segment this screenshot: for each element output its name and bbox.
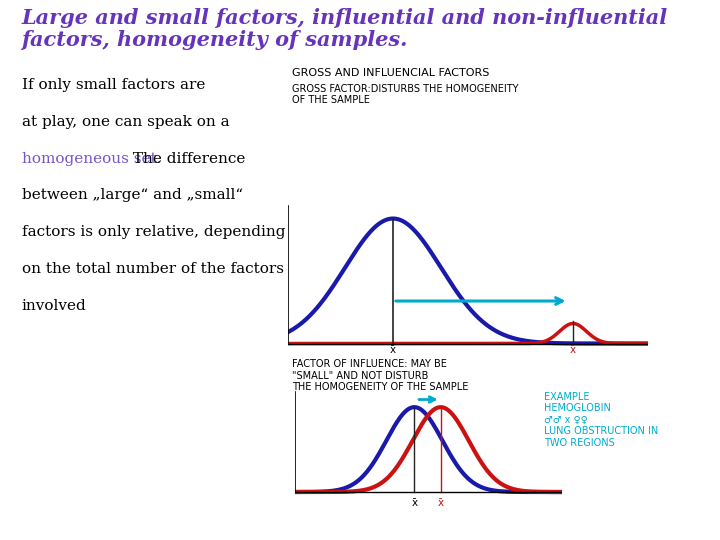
Text: If only small factors are: If only small factors are	[22, 78, 205, 92]
Text: Large and small factors, influential and non-influential: Large and small factors, influential and…	[22, 8, 667, 28]
Text: The difference: The difference	[128, 152, 246, 166]
Text: x̄: x̄	[411, 497, 418, 508]
Text: x̄: x̄	[438, 497, 444, 508]
Text: at play, one can speak on a: at play, one can speak on a	[22, 115, 229, 129]
Text: FACTOR OF INFLUENCE: MAY BE
"SMALL" AND NOT DISTURB
THE HOMOGENEITY OF THE SAMPL: FACTOR OF INFLUENCE: MAY BE "SMALL" AND …	[292, 359, 468, 392]
Text: involved: involved	[22, 299, 86, 313]
Text: between „large“ and „small“: between „large“ and „small“	[22, 188, 243, 202]
Text: EXAMPLE
HEMOGLOBIN
♂♂ x ♀♀
LUNG OBSTRUCTION IN
TWO REGIONS: EXAMPLE HEMOGLOBIN ♂♂ x ♀♀ LUNG OBSTRUCT…	[544, 392, 658, 448]
Text: homogeneous set.: homogeneous set.	[22, 152, 161, 166]
Text: GROSS FACTOR:DISTURBS THE HOMOGENEITY
OF THE SAMPLE: GROSS FACTOR:DISTURBS THE HOMOGENEITY OF…	[292, 84, 518, 105]
Text: GROSS AND INFLUENCIAL FACTORS: GROSS AND INFLUENCIAL FACTORS	[292, 68, 489, 78]
Text: x̄: x̄	[570, 345, 576, 355]
Text: on the total number of the factors: on the total number of the factors	[22, 262, 284, 276]
Text: x̄: x̄	[390, 345, 396, 355]
Text: factors, homogeneity of samples.: factors, homogeneity of samples.	[22, 30, 408, 50]
Text: factors is only relative, depending: factors is only relative, depending	[22, 225, 285, 239]
